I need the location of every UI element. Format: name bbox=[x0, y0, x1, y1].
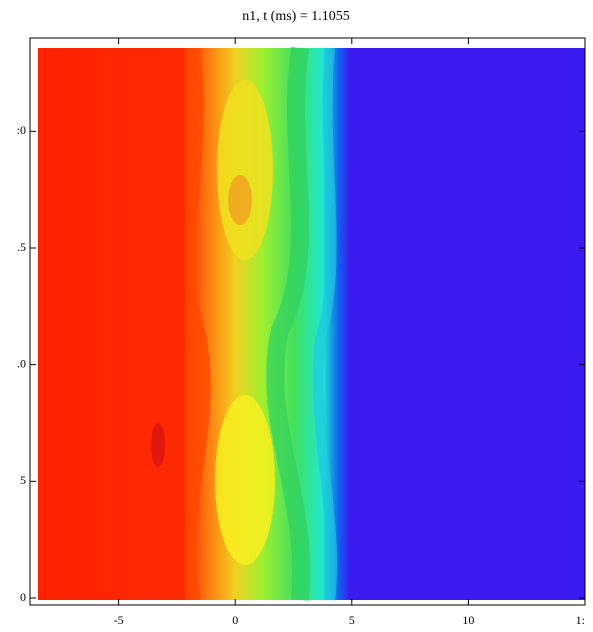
x-tick-label: 1: bbox=[576, 613, 585, 627]
y-tick-label: :0 bbox=[17, 123, 26, 137]
plot-frame bbox=[29, 37, 586, 606]
x-tick-label: -5 bbox=[114, 613, 124, 627]
y-tick-label: .0 bbox=[17, 356, 26, 370]
x-tick-label: 10 bbox=[462, 613, 474, 627]
y-tick-label: .5 bbox=[17, 240, 26, 254]
y-tick-label: 0 bbox=[20, 590, 26, 604]
y-tick-label: 5 bbox=[20, 473, 26, 487]
field bbox=[38, 46, 585, 601]
x-tick-label: 0 bbox=[232, 613, 238, 627]
chart-title: n1, t (ms) = 1.1055 bbox=[242, 9, 349, 24]
x-tick-label: 5 bbox=[349, 613, 355, 627]
